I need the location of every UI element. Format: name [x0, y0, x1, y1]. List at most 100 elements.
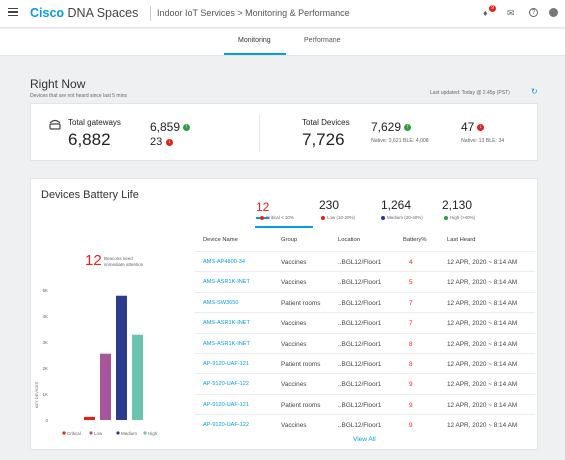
y-tick-label: 4K — [42, 314, 48, 319]
menu-icon[interactable] — [8, 8, 18, 16]
callout-value: 12 — [85, 252, 102, 269]
legend-dot — [62, 431, 65, 434]
table-row[interactable]: AMS-SW3650 Patient rooms ..BGL12/Floor1 7 12… — [195, 292, 535, 313]
location-cell: ..BGL12/Floor1 — [338, 422, 381, 429]
gateways-up: 6,859 — [150, 120, 180, 134]
tab-performance[interactable]: Performane — [304, 37, 341, 44]
last-heard-cell: 12 APR, 2020 ~ 8:14 AM — [447, 300, 517, 307]
down-arrow-icon: ↓ — [477, 124, 484, 131]
up-arrow-icon: ↑ — [183, 124, 190, 131]
right-now-card: Total gateways 6,882 6,859 ↑ 23 ↓ ᚟ Tota… — [30, 103, 538, 161]
battery-bar-chart: 0 1K 2K 3K 4K 5K KEY DEVICES Critical Low Medium H… — [30, 280, 190, 440]
bar-low — [100, 354, 111, 420]
device-name-cell[interactable]: AMS-ASR1K-INET — [203, 279, 250, 285]
last-heard-cell: 12 APR, 2020 ~ 8:14 AM — [447, 320, 517, 327]
help-icon[interactable]: ? — [529, 8, 538, 17]
battery-cell: 9 — [409, 381, 413, 388]
legend-label: Critical — [67, 431, 81, 436]
view-all-link[interactable]: View All — [353, 436, 376, 443]
card-divider — [259, 114, 260, 152]
device-name-cell[interactable]: AP-9120-UAF-122 — [203, 422, 249, 428]
bar-critical — [84, 417, 95, 420]
devices-up: 7,629 — [371, 120, 401, 134]
gateways-down: 23 — [150, 136, 162, 148]
tab-label-critical: Critical < 10% — [260, 215, 294, 220]
location-cell: ..BGL12/Floor1 — [338, 300, 381, 307]
table-row[interactable]: AMS-AP4800-34 Vaccines ..BGL12/Floor1 4 12 A… — [195, 251, 535, 272]
last-heard-cell: 12 APR, 2020 ~ 8:14 AM — [447, 381, 517, 388]
bar-medium — [116, 296, 127, 420]
legend-dot — [143, 431, 146, 434]
brand-logo[interactable]: Cisco DNA Spaces — [30, 6, 138, 20]
tab-label-medium: Medium (20-40%) — [381, 215, 423, 220]
device-name-cell[interactable]: AMS-ASR1K-INET — [203, 320, 250, 326]
devices-down-breakdown: Native: 13 BLE: 34 — [461, 138, 504, 144]
device-name-cell[interactable]: AMS-ASR1K-INET — [203, 341, 250, 347]
col-battery: Battery% — [403, 237, 427, 243]
y-tick-label: 2K — [42, 366, 48, 371]
legend-dot — [89, 431, 92, 434]
device-name-cell[interactable]: AP-9120-UAF-121 — [203, 402, 249, 408]
legend-label: Low — [94, 431, 103, 436]
tab-monitoring[interactable]: Monitoring — [238, 37, 271, 44]
bell-icon[interactable]: ♦ — [483, 8, 488, 18]
table-row[interactable]: AMS-ASR1K-INET Vaccines ..BGL12/Floor1 8 12 … — [195, 333, 535, 354]
bar-high — [132, 335, 143, 420]
device-name-cell[interactable]: AMS-AP4800-34 — [203, 259, 245, 265]
location-cell: ..BGL12/Floor1 — [338, 341, 381, 348]
battery-cell: 9 — [409, 422, 413, 429]
last-heard-cell: 12 APR, 2020 ~ 8:14 AM — [447, 422, 517, 429]
user-icon[interactable] — [549, 8, 558, 17]
location-cell: ..BGL12/Floor1 — [338, 402, 381, 409]
device-name-cell[interactable]: AMS-SW3650 — [203, 300, 238, 306]
devices-down: 47 — [461, 120, 474, 134]
group-cell: Vaccines — [281, 341, 306, 348]
table-row[interactable]: AP-9120-UAF-122 Vaccines ..BGL12/Floor1 9 12… — [195, 414, 535, 435]
tab-value: 230 — [319, 198, 339, 212]
tab-value: 2,130 — [442, 198, 472, 212]
location-cell: ..BGL12/Floor1 — [338, 361, 381, 368]
table-row[interactable]: AMS-ASR1K-INET Vaccines ..BGL12/Floor1 7 12 … — [195, 312, 535, 333]
table-row[interactable]: AP-9120-UAF-122 Vaccines ..BGL12/Floor1 9 12… — [195, 373, 535, 394]
right-now-subtitle: Devices that are not heard since last 5 … — [30, 93, 127, 99]
col-device-name: Device Name — [203, 237, 238, 243]
tab-label-high: High (>40%) — [444, 215, 475, 220]
battery-cell: 7 — [409, 320, 413, 327]
battery-cell: 8 — [409, 341, 413, 348]
table-row[interactable]: AMS-ASR1K-INET Vaccines ..BGL12/Floor1 5 12 … — [195, 271, 535, 292]
header-divider — [150, 6, 151, 21]
last-heard-cell: 12 APR, 2020 ~ 8:14 AM — [447, 259, 517, 266]
group-cell: Vaccines — [281, 259, 306, 266]
tab-value: 1,264 — [381, 198, 411, 212]
table-row[interactable]: AP-9120-UAF-121 Patient rooms ..BGL12/Floo… — [195, 353, 535, 374]
location-cell: ..BGL12/Floor1 — [338, 381, 381, 388]
last-heard-cell: 12 APR, 2020 ~ 8:14 AM — [447, 402, 517, 409]
mail-icon[interactable]: ✉ — [507, 8, 515, 18]
group-cell: Vaccines — [281, 381, 306, 388]
table-row[interactable]: AP-9120-UAF-121 Patient rooms ..BGL12/Floo… — [195, 394, 535, 415]
legend-label: High — [148, 431, 158, 436]
y-tick-label: 0 — [45, 418, 48, 423]
device-name-cell[interactable]: AP-9120-UAF-122 — [203, 381, 249, 387]
devices-label: Total Devices — [302, 118, 350, 127]
last-heard-cell: 12 APR, 2020 ~ 8:14 AM — [447, 279, 517, 286]
notification-badge: 9 — [489, 5, 496, 12]
right-now-title: Right Now — [30, 77, 85, 91]
battery-cell: 9 — [409, 402, 413, 409]
down-arrow-icon: ↓ — [166, 139, 173, 146]
location-cell: ..BGL12/Floor1 — [338, 259, 381, 266]
refresh-icon[interactable]: ↻ — [531, 87, 538, 97]
col-group: Group — [281, 237, 297, 243]
legend-label: Medium — [121, 431, 137, 436]
top-header: Cisco DNA Spaces Indoor IoT Services > M… — [0, 0, 565, 28]
active-tab-indicator — [224, 53, 286, 55]
gateway-icon — [48, 118, 62, 130]
y-tick-label: 1K — [42, 392, 48, 397]
col-last-heard: Last Heard — [447, 237, 475, 243]
up-arrow-icon: ↑ — [404, 124, 411, 131]
location-cell: ..BGL12/Floor1 — [338, 279, 381, 286]
last-heard-cell: 12 APR, 2020 ~ 8:14 AM — [447, 361, 517, 368]
active-battery-tab-indicator — [255, 226, 313, 228]
device-name-cell[interactable]: AP-9120-UAF-121 — [203, 361, 249, 367]
battery-cell: 7 — [409, 300, 413, 307]
